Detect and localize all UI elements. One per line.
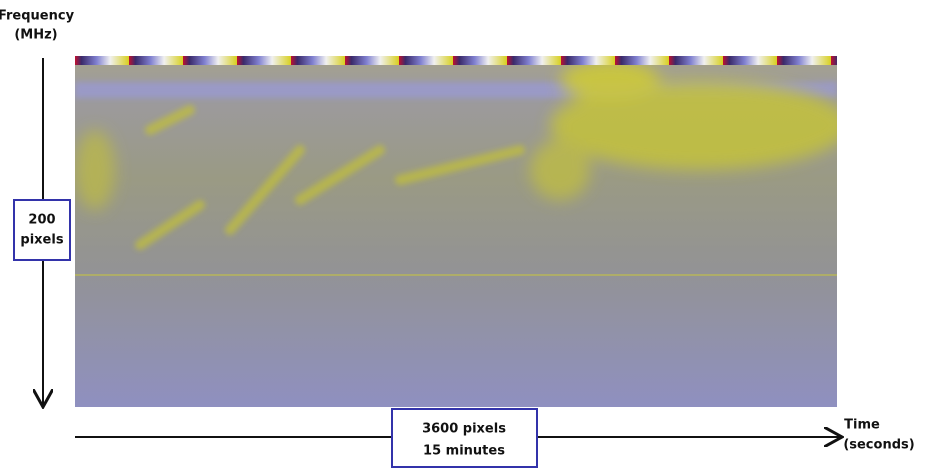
figure: Frequency (MHz) Time (seconds) 200 pixel… [0,0,925,475]
height-box [14,200,70,260]
height-value: 200 [28,213,55,228]
spectrogram [75,56,850,407]
x-axis-unit: (seconds) [843,438,914,453]
height-unit: pixels [20,233,63,248]
y-axis-label: Frequency [0,9,75,24]
width-pixels: 3600 pixels [422,422,506,437]
y-axis-unit: (MHz) [14,28,57,43]
x-axis-label: Time [844,418,880,433]
width-duration: 15 minutes [423,444,505,459]
